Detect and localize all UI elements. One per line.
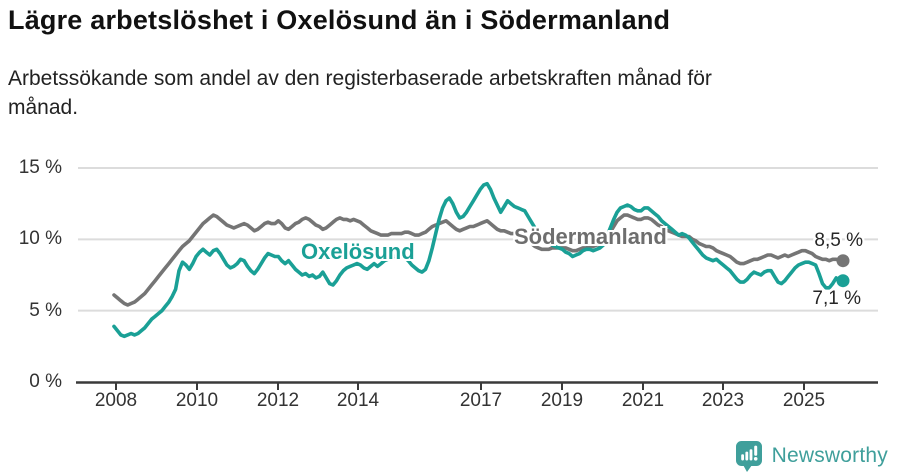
newsworthy-logo-icon <box>735 440 762 472</box>
x-tick-label: 2019 <box>540 390 584 411</box>
series-line-oxelosund <box>112 181 845 339</box>
x-tick-label: 2023 <box>701 390 745 411</box>
x-tick-label: 2008 <box>94 390 138 411</box>
series-label-sodermanland: Södermanland <box>514 224 667 249</box>
chart-subtitle: Arbetssökande som andel av den registerb… <box>8 64 888 122</box>
end-value-label-oxelosund: 7,1 % <box>812 288 861 309</box>
y-tick-label: 15 % <box>18 157 62 178</box>
end-value-label-sodermanland: 8,5 % <box>814 230 863 251</box>
end-dot-sodermanland <box>836 254 850 268</box>
x-tick-label: 2010 <box>175 390 219 411</box>
y-tick-label: 10 % <box>18 228 62 250</box>
chart-subtitle-line-2: månad. <box>8 96 79 119</box>
end-dot-oxelosund <box>836 274 850 288</box>
newsworthy-brand: Newsworthy <box>735 440 888 472</box>
series-label-oxelosund: Oxelösund <box>301 239 415 264</box>
x-tick-label: 2021 <box>621 390 665 411</box>
y-tick-label: 5 % <box>29 299 62 321</box>
x-tick-label: 2014 <box>336 390 380 411</box>
x-tick-label: 2017 <box>459 390 503 411</box>
x-tick-label: 2012 <box>256 390 300 411</box>
chart-subtitle-line-1: Arbetssökande som andel av den registerb… <box>8 67 712 90</box>
chart-title: Lägre arbetslöshet i Oxelösund än i Söde… <box>8 5 671 35</box>
series-line-sodermanland <box>112 213 845 307</box>
y-tick-label: 0 % <box>29 371 62 392</box>
newsworthy-wordmark: Newsworthy <box>771 444 888 467</box>
x-tick-label: 2025 <box>782 390 826 411</box>
